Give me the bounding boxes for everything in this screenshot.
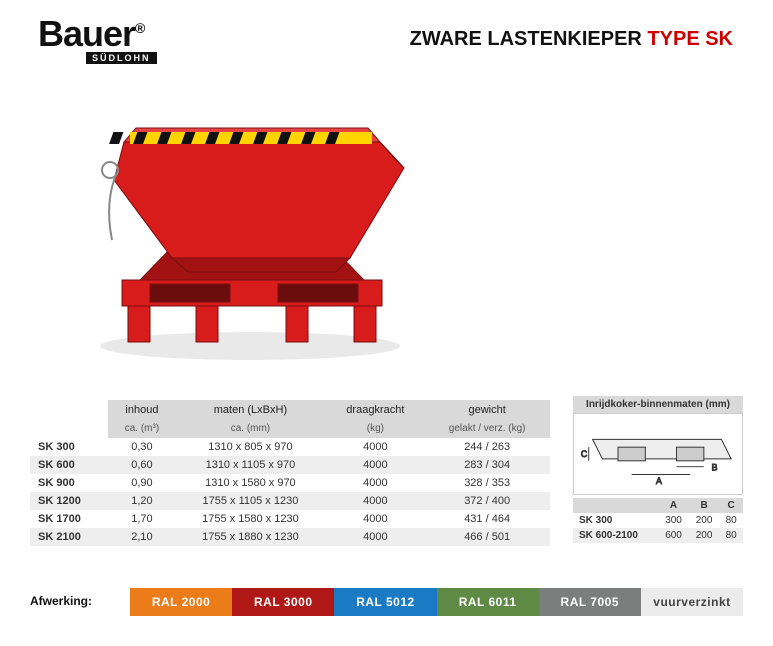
- cell-gewicht: 283 / 304: [425, 456, 550, 474]
- cell-draag: 4000: [326, 510, 425, 528]
- cell-a: 300: [658, 513, 689, 528]
- col-draag-sub: (kg): [326, 420, 425, 438]
- cell-draag: 4000: [326, 456, 425, 474]
- color-swatch: RAL 6011: [437, 588, 539, 616]
- brand-subline: SÜDLOHN: [86, 52, 157, 64]
- cell-model: SK 300: [30, 438, 109, 457]
- title-main: ZWARE LASTENKIEPER: [410, 28, 642, 50]
- title-type: TYPE SK: [647, 28, 733, 50]
- inlet-col-c: C: [719, 498, 743, 513]
- cell-maten: 1755 x 1580 x 1230: [175, 510, 326, 528]
- cell-maten: 1310 x 1580 x 970: [175, 474, 326, 492]
- cell-gewicht: 328 / 353: [425, 474, 550, 492]
- page-title: ZWARE LASTENKIEPER TYPE SK: [410, 28, 733, 51]
- cell-b: 200: [689, 513, 720, 528]
- svg-text:C: C: [581, 449, 587, 459]
- table-row: SK 21002,101755 x 1880 x 12304000466 / 5…: [30, 528, 550, 546]
- color-swatch: vuurverzinkt: [641, 588, 743, 616]
- cell-draag: 4000: [326, 528, 425, 546]
- page: Bauer® SÜDLOHN ZWARE LASTENKIEPER TYPE S…: [0, 0, 773, 646]
- table-row: SK 9000,901310 x 1580 x 9704000328 / 353: [30, 474, 550, 492]
- cell-c: 80: [719, 528, 743, 543]
- cell-maten: 1310 x 1105 x 970: [175, 456, 326, 474]
- inlet-col-b: B: [689, 498, 720, 513]
- col-gewicht: gewicht: [425, 401, 550, 420]
- cell-maten: 1755 x 1880 x 1230: [175, 528, 326, 546]
- inlet-table-body: SK 30030020080SK 600-210060020080: [573, 513, 743, 543]
- color-swatch: RAL 5012: [334, 588, 436, 616]
- cell-maten: 1310 x 805 x 970: [175, 438, 326, 457]
- cell-model: SK 2100: [30, 528, 109, 546]
- cell-gewicht: 466 / 501: [425, 528, 550, 546]
- spec-table-head: inhoud maten (LxBxH) draagkracht gewicht…: [30, 401, 550, 438]
- cell-draag: 4000: [326, 474, 425, 492]
- table-row: SK 17001,701755 x 1580 x 12304000431 / 4…: [30, 510, 550, 528]
- cell-b: 200: [689, 528, 720, 543]
- cell-draag: 4000: [326, 492, 425, 510]
- svg-text:A: A: [656, 476, 662, 486]
- inlet-col-a: A: [658, 498, 689, 513]
- inlet-table: A B C SK 30030020080SK 600-210060020080: [573, 498, 743, 543]
- table-row: SK 6000,601310 x 1105 x 9704000283 / 304: [30, 456, 550, 474]
- col-maten: maten (LxBxH): [175, 401, 326, 420]
- finish-label: Afwerking:: [30, 588, 130, 616]
- brand-logo: Bauer® SÜDLOHN: [38, 18, 218, 64]
- cell-draag: 4000: [326, 438, 425, 457]
- col-gewicht-sub: gelakt / verz. (kg): [425, 420, 550, 438]
- cell-inhoud: 0,90: [109, 474, 175, 492]
- color-swatch: RAL 2000: [130, 588, 232, 616]
- spec-table: inhoud maten (LxBxH) draagkracht gewicht…: [30, 400, 550, 546]
- inlet-block: Inrijdkoker-binnenmaten (mm) A B C: [573, 396, 743, 543]
- svg-text:B: B: [712, 463, 718, 473]
- cell-gewicht: 372 / 400: [425, 492, 550, 510]
- cell-model: SK 600: [30, 456, 109, 474]
- col-draag: draagkracht: [326, 401, 425, 420]
- brand-reg: ®: [135, 20, 144, 36]
- table-row: SK 3000,301310 x 805 x 9704000244 / 263: [30, 438, 550, 457]
- brand-name-text: Bauer: [38, 13, 135, 54]
- cell-model: SK 900: [30, 474, 109, 492]
- cell-gewicht: 244 / 263: [425, 438, 550, 457]
- cell-inhoud: 1,70: [109, 510, 175, 528]
- cell-c: 80: [719, 513, 743, 528]
- chain-icon: [102, 162, 118, 240]
- col-inhoud-sub: ca. (m³): [109, 420, 175, 438]
- swatch-row: RAL 2000RAL 3000RAL 5012RAL 6011RAL 7005…: [130, 588, 743, 616]
- col-maten-sub: ca. (mm): [175, 420, 326, 438]
- inlet-diagram: A B C: [573, 413, 743, 495]
- cell-model: SK 600-2100: [573, 528, 658, 543]
- table-row: SK 600-210060020080: [573, 528, 743, 543]
- cell-model: SK 300: [573, 513, 658, 528]
- cell-inhoud: 2,10: [109, 528, 175, 546]
- cell-model: SK 1200: [30, 492, 109, 510]
- cell-inhoud: 1,20: [109, 492, 175, 510]
- product-image: [80, 70, 420, 370]
- spec-table-body: SK 3000,301310 x 805 x 9704000244 / 263S…: [30, 438, 550, 547]
- col-inhoud: inhoud: [109, 401, 175, 420]
- color-swatch: RAL 3000: [232, 588, 334, 616]
- cell-maten: 1755 x 1105 x 1230: [175, 492, 326, 510]
- finish-swatches: Afwerking: RAL 2000RAL 3000RAL 5012RAL 6…: [30, 588, 743, 616]
- cell-model: SK 1700: [30, 510, 109, 528]
- cell-inhoud: 0,30: [109, 438, 175, 457]
- inlet-title: Inrijdkoker-binnenmaten (mm): [573, 396, 743, 413]
- cell-a: 600: [658, 528, 689, 543]
- table-row: SK 30030020080: [573, 513, 743, 528]
- cell-inhoud: 0,60: [109, 456, 175, 474]
- brand-name: Bauer®: [38, 18, 218, 50]
- table-row: SK 12001,201755 x 1105 x 12304000372 / 4…: [30, 492, 550, 510]
- cell-gewicht: 431 / 464: [425, 510, 550, 528]
- hazard-stripe-icon: [109, 132, 372, 144]
- color-swatch: RAL 7005: [539, 588, 641, 616]
